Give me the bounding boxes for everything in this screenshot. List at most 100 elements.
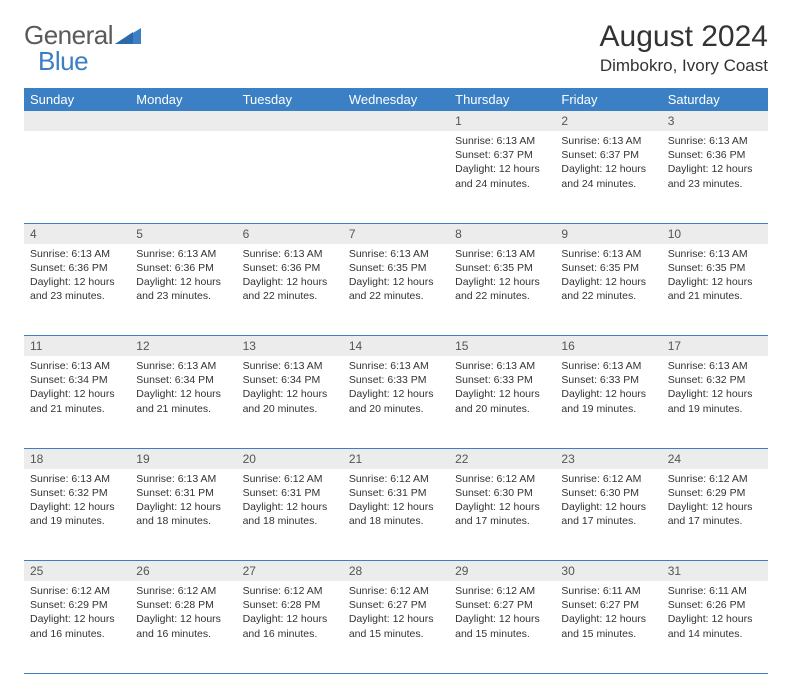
day-details: Sunrise: 6:13 AMSunset: 6:36 PMDaylight:… [237,244,343,310]
day-details: Sunrise: 6:13 AMSunset: 6:36 PMDaylight:… [130,244,236,310]
calendar-table: SundayMondayTuesdayWednesdayThursdayFrid… [24,88,768,674]
daylight-line: Daylight: 12 hours and 22 minutes. [349,275,443,303]
day-cell: Sunrise: 6:13 AMSunset: 6:35 PMDaylight:… [662,244,768,336]
daylight-line: Daylight: 12 hours and 18 minutes. [243,500,337,528]
day-number [24,111,130,131]
day-details: Sunrise: 6:13 AMSunset: 6:33 PMDaylight:… [343,356,449,422]
sunset-line: Sunset: 6:30 PM [561,486,655,500]
sunrise-line: Sunrise: 6:13 AM [561,247,655,261]
day-cell [237,131,343,223]
day-details: Sunrise: 6:13 AMSunset: 6:33 PMDaylight:… [555,356,661,422]
day-number: 7 [343,223,449,244]
sunrise-line: Sunrise: 6:13 AM [136,247,230,261]
day-cell: Sunrise: 6:11 AMSunset: 6:27 PMDaylight:… [555,581,661,673]
week-row: Sunrise: 6:13 AMSunset: 6:36 PMDaylight:… [24,244,768,336]
day-cell: Sunrise: 6:13 AMSunset: 6:35 PMDaylight:… [555,244,661,336]
sunrise-line: Sunrise: 6:12 AM [455,584,549,598]
daylight-line: Daylight: 12 hours and 18 minutes. [349,500,443,528]
day-cell: Sunrise: 6:11 AMSunset: 6:26 PMDaylight:… [662,581,768,673]
location: Dimbokro, Ivory Coast [600,56,768,76]
daylight-line: Daylight: 12 hours and 14 minutes. [668,612,762,640]
day-cell: Sunrise: 6:13 AMSunset: 6:36 PMDaylight:… [237,244,343,336]
day-number-row: 11121314151617 [24,336,768,357]
day-header: Saturday [662,88,768,111]
sunset-line: Sunset: 6:28 PM [243,598,337,612]
day-number: 13 [237,336,343,357]
daylight-line: Daylight: 12 hours and 17 minutes. [668,500,762,528]
day-cell: Sunrise: 6:12 AMSunset: 6:27 PMDaylight:… [449,581,555,673]
sunrise-line: Sunrise: 6:11 AM [561,584,655,598]
daylight-line: Daylight: 12 hours and 20 minutes. [349,387,443,415]
sunrise-line: Sunrise: 6:12 AM [349,584,443,598]
day-header: Thursday [449,88,555,111]
day-details: Sunrise: 6:12 AMSunset: 6:30 PMDaylight:… [449,469,555,535]
sunset-line: Sunset: 6:36 PM [30,261,124,275]
daylight-line: Daylight: 12 hours and 18 minutes. [136,500,230,528]
day-cell: Sunrise: 6:13 AMSunset: 6:31 PMDaylight:… [130,469,236,561]
daylight-line: Daylight: 12 hours and 20 minutes. [243,387,337,415]
day-cell: Sunrise: 6:13 AMSunset: 6:32 PMDaylight:… [662,356,768,448]
days-of-week-row: SundayMondayTuesdayWednesdayThursdayFrid… [24,88,768,111]
sunset-line: Sunset: 6:31 PM [136,486,230,500]
day-number-row: 123 [24,111,768,131]
sunset-line: Sunset: 6:35 PM [349,261,443,275]
sunset-line: Sunset: 6:33 PM [561,373,655,387]
sunset-line: Sunset: 6:27 PM [455,598,549,612]
day-cell: Sunrise: 6:12 AMSunset: 6:29 PMDaylight:… [24,581,130,673]
daylight-line: Daylight: 12 hours and 16 minutes. [30,612,124,640]
day-number: 25 [24,561,130,582]
sunset-line: Sunset: 6:36 PM [668,148,762,162]
sunrise-line: Sunrise: 6:13 AM [136,472,230,486]
day-number [130,111,236,131]
day-number: 23 [555,448,661,469]
day-number [237,111,343,131]
day-number: 17 [662,336,768,357]
day-details: Sunrise: 6:12 AMSunset: 6:29 PMDaylight:… [662,469,768,535]
sunrise-line: Sunrise: 6:13 AM [136,359,230,373]
sunset-line: Sunset: 6:28 PM [136,598,230,612]
day-cell: Sunrise: 6:13 AMSunset: 6:34 PMDaylight:… [24,356,130,448]
daylight-line: Daylight: 12 hours and 17 minutes. [561,500,655,528]
day-details: Sunrise: 6:13 AMSunset: 6:34 PMDaylight:… [130,356,236,422]
sunrise-line: Sunrise: 6:12 AM [243,472,337,486]
day-cell: Sunrise: 6:13 AMSunset: 6:32 PMDaylight:… [24,469,130,561]
month-title: August 2024 [600,20,768,54]
day-number: 22 [449,448,555,469]
sunrise-line: Sunrise: 6:13 AM [455,359,549,373]
day-number: 14 [343,336,449,357]
day-number: 8 [449,223,555,244]
day-header: Tuesday [237,88,343,111]
day-details: Sunrise: 6:13 AMSunset: 6:35 PMDaylight:… [662,244,768,310]
day-details: Sunrise: 6:13 AMSunset: 6:33 PMDaylight:… [449,356,555,422]
day-number: 10 [662,223,768,244]
day-number-row: 25262728293031 [24,561,768,582]
day-number: 6 [237,223,343,244]
day-cell [24,131,130,223]
day-number: 18 [24,448,130,469]
daylight-line: Daylight: 12 hours and 21 minutes. [668,275,762,303]
day-details: Sunrise: 6:13 AMSunset: 6:36 PMDaylight:… [662,131,768,197]
sunset-line: Sunset: 6:35 PM [561,261,655,275]
sunset-line: Sunset: 6:33 PM [349,373,443,387]
calendar-body: 123Sunrise: 6:13 AMSunset: 6:37 PMDaylig… [24,111,768,673]
sunrise-line: Sunrise: 6:13 AM [349,359,443,373]
sunset-line: Sunset: 6:31 PM [349,486,443,500]
day-details: Sunrise: 6:13 AMSunset: 6:35 PMDaylight:… [449,244,555,310]
sunrise-line: Sunrise: 6:13 AM [349,247,443,261]
day-cell: Sunrise: 6:13 AMSunset: 6:35 PMDaylight:… [449,244,555,336]
day-number: 29 [449,561,555,582]
day-details: Sunrise: 6:13 AMSunset: 6:32 PMDaylight:… [662,356,768,422]
day-number: 20 [237,448,343,469]
sunrise-line: Sunrise: 6:13 AM [30,247,124,261]
day-number: 28 [343,561,449,582]
sunset-line: Sunset: 6:30 PM [455,486,549,500]
day-cell: Sunrise: 6:13 AMSunset: 6:36 PMDaylight:… [24,244,130,336]
day-details: Sunrise: 6:13 AMSunset: 6:37 PMDaylight:… [449,131,555,197]
day-cell: Sunrise: 6:13 AMSunset: 6:33 PMDaylight:… [555,356,661,448]
daylight-line: Daylight: 12 hours and 21 minutes. [30,387,124,415]
day-number: 11 [24,336,130,357]
week-row: Sunrise: 6:12 AMSunset: 6:29 PMDaylight:… [24,581,768,673]
sunset-line: Sunset: 6:33 PM [455,373,549,387]
day-header: Monday [130,88,236,111]
sunset-line: Sunset: 6:29 PM [30,598,124,612]
